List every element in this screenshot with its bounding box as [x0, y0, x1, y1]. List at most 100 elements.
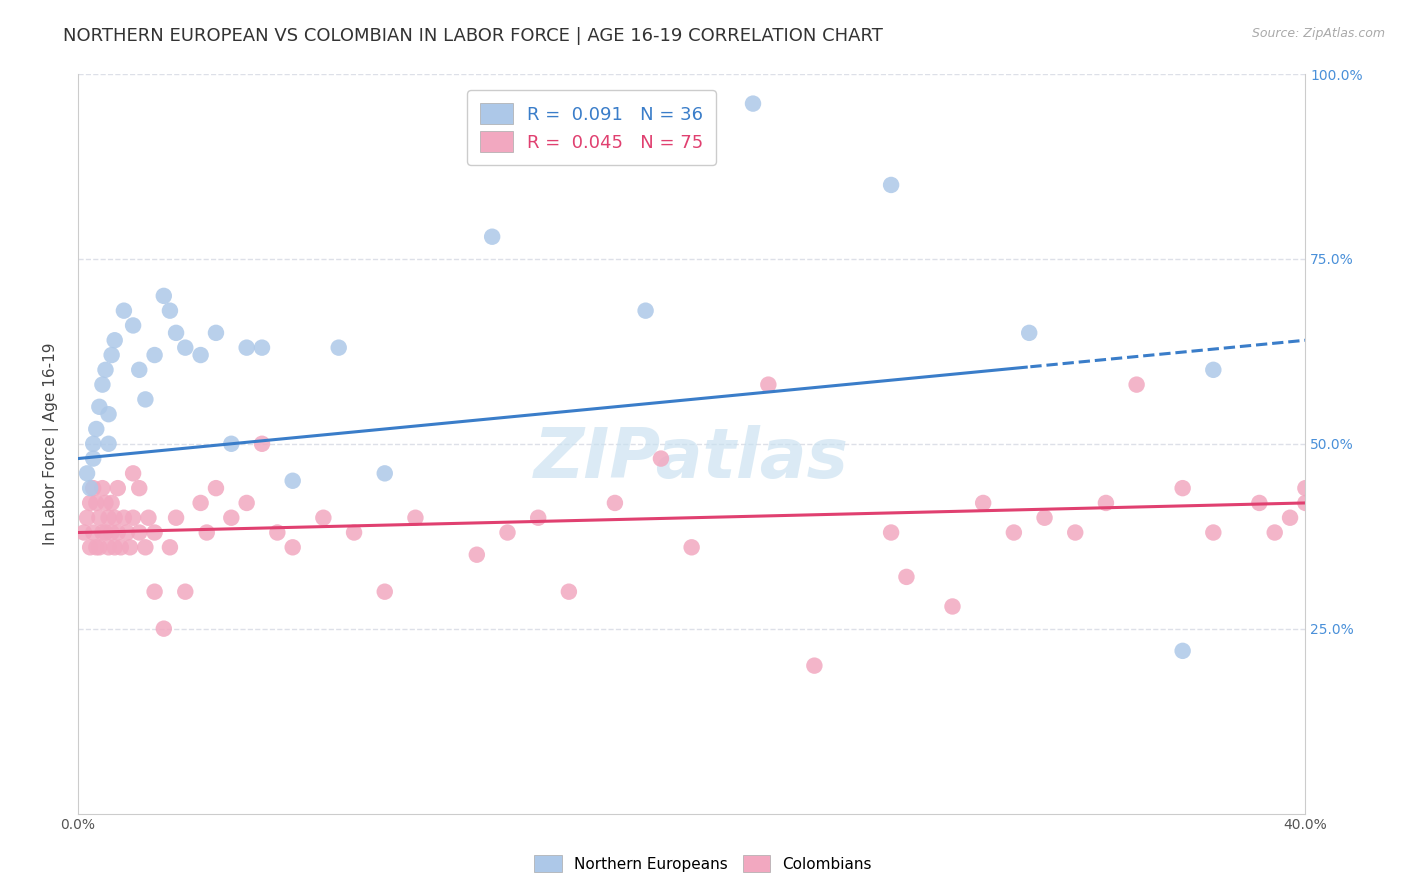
Point	[134, 541, 156, 555]
Point	[165, 326, 187, 340]
Point	[104, 333, 127, 347]
Point	[527, 510, 550, 524]
Point	[122, 318, 145, 333]
Point	[112, 510, 135, 524]
Point	[84, 496, 107, 510]
Point	[1264, 525, 1286, 540]
Point	[1095, 496, 1118, 510]
Point	[110, 541, 132, 555]
Point	[1249, 496, 1271, 510]
Point	[91, 525, 114, 540]
Point	[152, 622, 174, 636]
Point	[82, 525, 104, 540]
Point	[880, 178, 903, 192]
Point	[91, 377, 114, 392]
Point	[1125, 377, 1147, 392]
Y-axis label: In Labor Force | Age 16-19: In Labor Force | Age 16-19	[44, 343, 59, 545]
Point	[84, 541, 107, 555]
Point	[941, 599, 963, 614]
Point	[89, 541, 111, 555]
Point	[880, 525, 903, 540]
Point	[404, 510, 426, 524]
Point	[97, 541, 120, 555]
Point	[190, 348, 212, 362]
Point	[481, 229, 503, 244]
Point	[82, 437, 104, 451]
Point	[496, 525, 519, 540]
Point	[266, 525, 288, 540]
Point	[195, 525, 218, 540]
Point	[82, 481, 104, 495]
Point	[82, 451, 104, 466]
Point	[128, 363, 150, 377]
Point	[122, 467, 145, 481]
Point	[143, 525, 166, 540]
Point	[100, 525, 122, 540]
Point	[174, 584, 197, 599]
Point	[221, 437, 243, 451]
Point	[94, 363, 117, 377]
Point	[803, 658, 825, 673]
Point	[107, 525, 129, 540]
Text: NORTHERN EUROPEAN VS COLOMBIAN IN LABOR FORCE | AGE 16-19 CORRELATION CHART: NORTHERN EUROPEAN VS COLOMBIAN IN LABOR …	[63, 27, 883, 45]
Point	[100, 348, 122, 362]
Point	[79, 496, 101, 510]
Point	[112, 303, 135, 318]
Point	[235, 496, 257, 510]
Point	[134, 392, 156, 407]
Point	[1294, 496, 1316, 510]
Point	[205, 481, 228, 495]
Point	[89, 510, 111, 524]
Point	[374, 467, 396, 481]
Point	[1018, 326, 1040, 340]
Point	[122, 510, 145, 524]
Point	[250, 437, 273, 451]
Point	[76, 467, 98, 481]
Point	[94, 496, 117, 510]
Point	[73, 525, 96, 540]
Point	[650, 451, 672, 466]
Point	[1279, 510, 1302, 524]
Point	[205, 326, 228, 340]
Point	[235, 341, 257, 355]
Point	[107, 481, 129, 495]
Point	[79, 541, 101, 555]
Point	[143, 584, 166, 599]
Point	[100, 496, 122, 510]
Point	[1064, 525, 1087, 540]
Point	[165, 510, 187, 524]
Point	[742, 96, 765, 111]
Point	[94, 525, 117, 540]
Legend: Northern Europeans, Colombians: Northern Europeans, Colombians	[526, 847, 880, 880]
Point	[1171, 481, 1194, 495]
Point	[634, 303, 657, 318]
Point	[190, 496, 212, 510]
Text: ZIPatlas: ZIPatlas	[534, 425, 849, 492]
Point	[221, 510, 243, 524]
Point	[152, 289, 174, 303]
Point	[1202, 363, 1225, 377]
Point	[84, 422, 107, 436]
Point	[281, 474, 304, 488]
Point	[1202, 525, 1225, 540]
Point	[343, 525, 366, 540]
Point	[174, 341, 197, 355]
Point	[76, 510, 98, 524]
Point	[681, 541, 703, 555]
Point	[159, 303, 181, 318]
Point	[97, 510, 120, 524]
Point	[1294, 481, 1316, 495]
Point	[143, 348, 166, 362]
Point	[1171, 644, 1194, 658]
Point	[118, 541, 141, 555]
Point	[79, 481, 101, 495]
Point	[128, 525, 150, 540]
Point	[89, 400, 111, 414]
Point	[1002, 525, 1025, 540]
Point	[603, 496, 626, 510]
Point	[972, 496, 994, 510]
Point	[374, 584, 396, 599]
Point	[97, 407, 120, 421]
Point	[328, 341, 350, 355]
Point	[115, 525, 138, 540]
